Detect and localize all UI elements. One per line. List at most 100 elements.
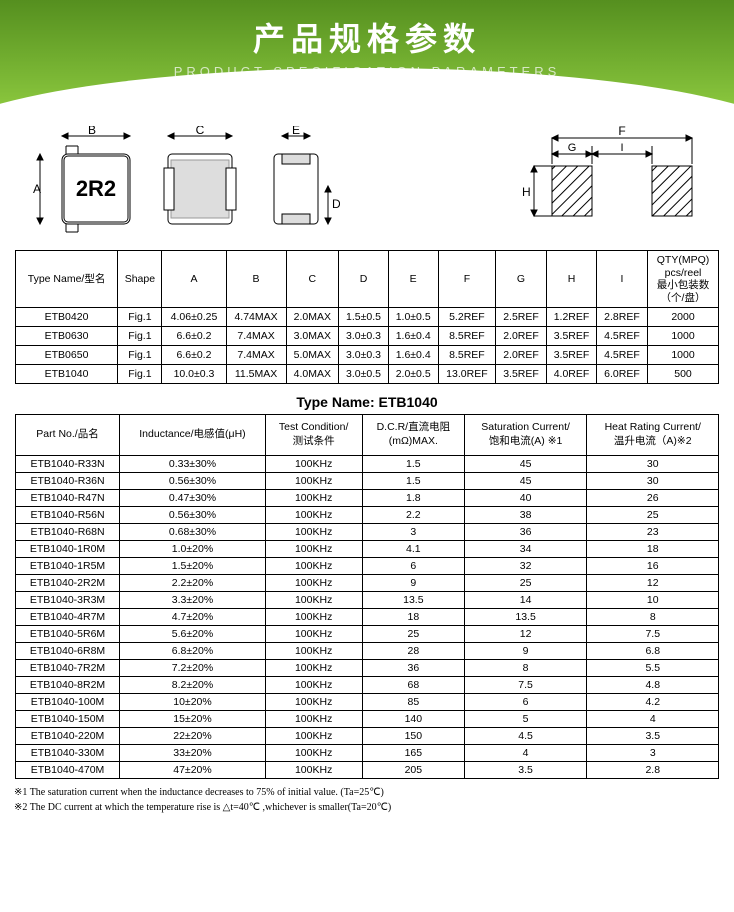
t1-cell: 3.5REF	[546, 346, 596, 365]
t1-cell: 4.5REF	[597, 346, 647, 365]
t2-cell: ETB1040-330M	[15, 744, 120, 761]
t1-header: QTY(MPQ)pcs/reel最小包装数（个/盘）	[647, 251, 719, 308]
t2-cell: 26	[587, 489, 719, 506]
t1-cell: 1.2REF	[546, 308, 596, 327]
t2-cell: 100KHz	[265, 693, 362, 710]
footnote-1: ※1 The saturation current when the induc…	[14, 785, 720, 800]
t1-cell: 5.2REF	[438, 308, 496, 327]
t2-cell: 33±20%	[120, 744, 265, 761]
t2-cell: 100KHz	[265, 540, 362, 557]
t2-cell: 205	[362, 761, 464, 778]
t2-cell: 0.47±30%	[120, 489, 265, 506]
t1-cell: 5.0MAX	[286, 346, 339, 365]
svg-text:H: H	[522, 185, 531, 199]
t2-cell: 3.3±20%	[120, 591, 265, 608]
t2-cell: 30	[587, 472, 719, 489]
t1-row: ETB0630Fig.16.6±0.27.4MAX3.0MAX3.0±0.31.…	[15, 327, 719, 346]
spec-header: 产品规格参数 PRODUCT SPECIFICATION PARAMETERS	[0, 0, 734, 108]
t1-cell: 4.06±0.25	[162, 308, 226, 327]
t1-cell: 500	[647, 365, 719, 384]
t2-cell: 3.5	[587, 727, 719, 744]
t2-cell: 100KHz	[265, 506, 362, 523]
t1-cell: Fig.1	[118, 308, 162, 327]
t2-row: ETB1040-3R3M3.3±20%100KHz13.51410	[15, 591, 719, 608]
t2-cell: ETB1040-R33N	[15, 455, 120, 472]
t2-cell: 45	[465, 472, 587, 489]
t2-cell: 2.2	[362, 506, 464, 523]
t1-cell: 4.0REF	[546, 365, 596, 384]
t2-cell: ETB1040-R56N	[15, 506, 120, 523]
t1-cell: 1.5±0.5	[339, 308, 389, 327]
t2-cell: 100KHz	[265, 472, 362, 489]
footnotes: ※1 The saturation current when the induc…	[14, 785, 720, 815]
t2-cell: 1.5	[362, 455, 464, 472]
t2-cell: 68	[362, 676, 464, 693]
t2-cell: 100KHz	[265, 761, 362, 778]
svg-text:C: C	[196, 126, 205, 137]
t2-cell: 30	[587, 455, 719, 472]
t1-cell: 3.5REF	[496, 365, 546, 384]
figure-row: B A 2R2 C	[0, 108, 734, 246]
t1-cell: 7.4MAX	[226, 346, 286, 365]
svg-text:F: F	[618, 126, 625, 138]
t2-cell: 6.8±20%	[120, 642, 265, 659]
t2-cell: 2.2±20%	[120, 574, 265, 591]
t2-cell: ETB1040-4R7M	[15, 608, 120, 625]
t1-header: H	[546, 251, 596, 308]
t2-row: ETB1040-470M47±20%100KHz2053.52.8	[15, 761, 719, 778]
t2-cell: 47±20%	[120, 761, 265, 778]
t1-row: ETB1040Fig.110.0±0.311.5MAX4.0MAX3.0±0.5…	[15, 365, 719, 384]
t1-cell: Fig.1	[118, 346, 162, 365]
t1-header: Type Name/型名	[15, 251, 118, 308]
t2-cell: 7.2±20%	[120, 659, 265, 676]
t2-cell: 0.68±30%	[120, 523, 265, 540]
t2-header: Saturation Current/饱和电流(A) ※1	[465, 415, 587, 455]
t2-row: ETB1040-R68N0.68±30%100KHz33623	[15, 523, 719, 540]
t2-cell: ETB1040-8R2M	[15, 676, 120, 693]
t2-cell: 100KHz	[265, 489, 362, 506]
t1-cell: 6.6±0.2	[162, 327, 226, 346]
t1-cell: 3.0MAX	[286, 327, 339, 346]
t2-cell: 100KHz	[265, 455, 362, 472]
t1-row: ETB0650Fig.16.6±0.27.4MAX5.0MAX3.0±0.31.…	[15, 346, 719, 365]
t2-cell: ETB1040-2R2M	[15, 574, 120, 591]
t2-cell: 18	[587, 540, 719, 557]
t2-cell: ETB1040-3R3M	[15, 591, 120, 608]
t2-cell: 100KHz	[265, 625, 362, 642]
t1-cell: 1000	[647, 327, 719, 346]
t2-cell: 25	[587, 506, 719, 523]
t2-row: ETB1040-150M15±20%100KHz14054	[15, 710, 719, 727]
t2-cell: 2.8	[587, 761, 719, 778]
t1-cell: 2.0±0.5	[388, 365, 438, 384]
t1-cell: 7.4MAX	[226, 327, 286, 346]
t2-cell: ETB1040-5R6M	[15, 625, 120, 642]
t2-row: ETB1040-100M10±20%100KHz8564.2	[15, 693, 719, 710]
t1-cell: 8.5REF	[438, 327, 496, 346]
t2-row: ETB1040-R47N0.47±30%100KHz1.84026	[15, 489, 719, 506]
t2-cell: 15±20%	[120, 710, 265, 727]
table2-title: Type Name: ETB1040	[0, 394, 734, 410]
t2-cell: 8.2±20%	[120, 676, 265, 693]
t2-cell: 4	[465, 744, 587, 761]
t1-cell: 10.0±0.3	[162, 365, 226, 384]
t2-cell: 1.5±20%	[120, 557, 265, 574]
t2-cell: 6	[362, 557, 464, 574]
t2-row: ETB1040-330M33±20%100KHz16543	[15, 744, 719, 761]
t1-cell: 2000	[647, 308, 719, 327]
t2-cell: 85	[362, 693, 464, 710]
t2-cell: 100KHz	[265, 710, 362, 727]
t2-row: ETB1040-2R2M2.2±20%100KHz92512	[15, 574, 719, 591]
t1-header: A	[162, 251, 226, 308]
t2-cell: ETB1040-470M	[15, 761, 120, 778]
t2-cell: ETB1040-150M	[15, 710, 120, 727]
specs-table: Part No./品名Inductance/电感值(μH)Test Condit…	[15, 414, 720, 778]
t2-header: Inductance/电感值(μH)	[120, 415, 265, 455]
svg-text:D: D	[332, 197, 340, 211]
t2-cell: 40	[465, 489, 587, 506]
t2-cell: 5.6±20%	[120, 625, 265, 642]
t1-row: ETB0420Fig.14.06±0.254.74MAX2.0MAX1.5±0.…	[15, 308, 719, 327]
t2-cell: 100KHz	[265, 727, 362, 744]
t2-cell: 12	[587, 574, 719, 591]
t2-cell: 22±20%	[120, 727, 265, 744]
t2-header: Test Condition/测试条件	[265, 415, 362, 455]
